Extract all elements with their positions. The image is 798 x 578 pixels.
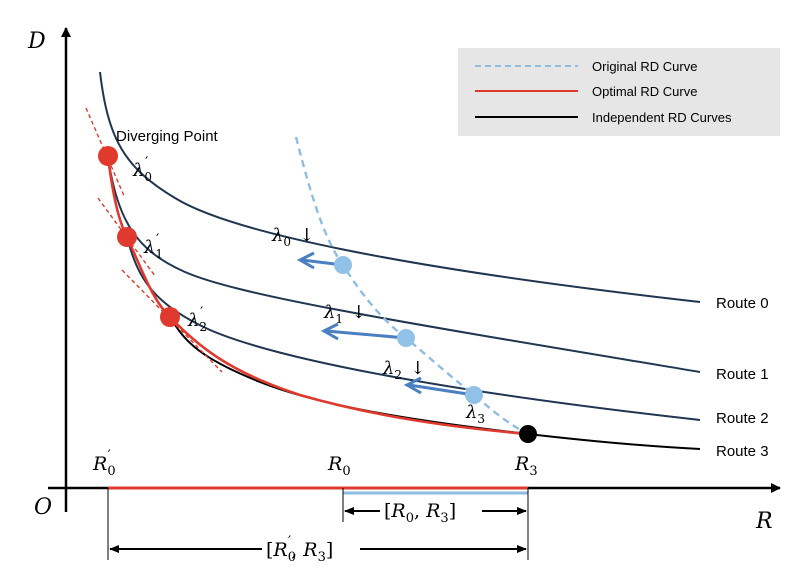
legend-optimal-label: Optimal RD Curve [592, 84, 697, 99]
r3-tick-label: R3 [514, 453, 538, 479]
lambda0-label: λ0 ↓ [271, 225, 314, 249]
lambda1-arrow-line [325, 329, 407, 340]
r0-prime-tick-label: R0′ [92, 448, 116, 479]
route0-label: Route 0 [716, 295, 769, 312]
original-point-0 [334, 256, 352, 274]
lambda-arrows [296, 251, 475, 397]
lambda0-prime-label: λ0′ [132, 155, 152, 184]
lambda2-label: λ2 ↓ [382, 358, 425, 382]
optimal-point-2 [160, 307, 180, 327]
original-point-2 [465, 386, 483, 404]
original-point-1 [397, 329, 415, 347]
tangent-line-1 [97, 197, 156, 277]
lambda0-arrow-head [296, 251, 315, 270]
legend: Original RD Curve Optimal RD Curve Indep… [458, 48, 780, 136]
route2-label: Route 2 [716, 410, 769, 427]
lambda2-prime-label: λ2′ [187, 305, 207, 334]
lambda2-arrow-line [408, 383, 475, 397]
origin-label: O [34, 495, 52, 520]
route1-curve [107, 157, 701, 373]
lambda2-arrow-head [403, 376, 422, 395]
legend-original-label: Original RD Curve [592, 59, 697, 74]
diverging-point [98, 146, 118, 166]
lambda1-label: λ1 ↓ [323, 302, 366, 326]
route3-label: Route 3 [716, 443, 769, 460]
long-interval-label: [R0′, R3] [266, 534, 333, 565]
route3-end-point [519, 425, 537, 443]
diverging-point-label: Diverging Point [116, 128, 219, 145]
r0-tick-label: R0 [327, 453, 351, 479]
lambda1-arrow-head [320, 322, 339, 341]
short-interval-label: [R0, R3] [384, 500, 456, 526]
lambda1-prime-label: λ1′ [143, 232, 163, 261]
optimal-point-1 [117, 227, 137, 247]
legend-independent-label: Independent RD Curves [592, 110, 732, 125]
lambda3-label: λ3 [465, 402, 485, 426]
y-axis-label: D [27, 29, 46, 54]
route1-label: Route 1 [716, 366, 769, 383]
route0-curve [99, 71, 701, 303]
route3-curve [169, 316, 701, 450]
route2-curve [126, 236, 701, 421]
x-axis-label: R [755, 509, 773, 534]
